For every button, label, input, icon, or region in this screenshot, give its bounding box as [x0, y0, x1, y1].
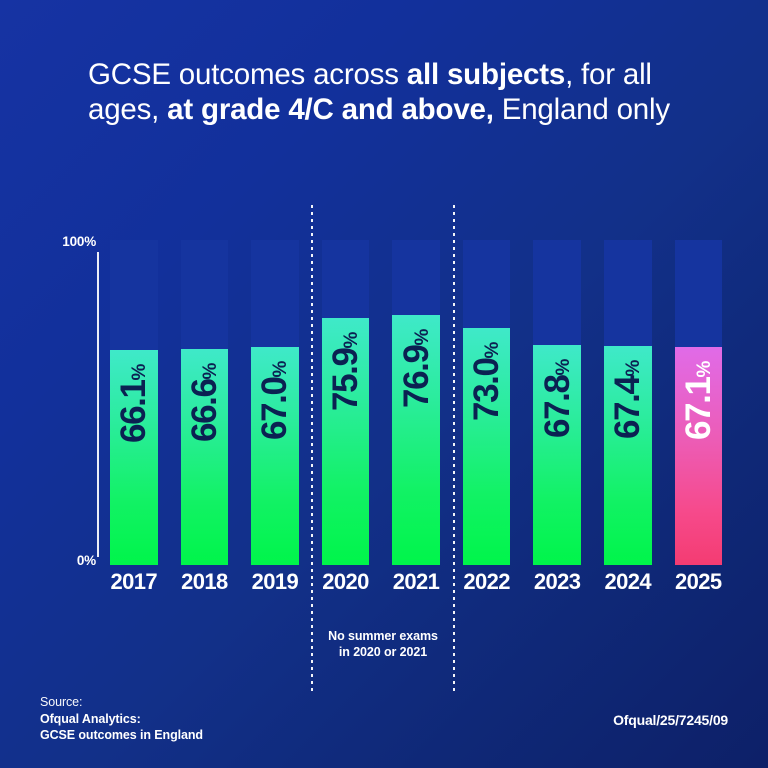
page-title-segment-0: GCSE outcomes across	[88, 58, 407, 91]
x-axis-year-2020: 2020	[322, 569, 369, 594]
bar-fill-2020[interactable]: 75.9%	[321, 318, 370, 565]
divider-line-right	[453, 205, 455, 692]
bar-value-number-2018: 66.6	[184, 379, 224, 442]
bar-column-2017[interactable]: 66.1%	[110, 240, 158, 565]
bar-value-percent-sign-2018: %	[199, 362, 221, 379]
bar-fill-2025[interactable]: 67.1%	[674, 346, 723, 565]
bar-value-label-2023: 67.8%	[537, 358, 577, 438]
bar-value-label-2025: 67.1%	[678, 360, 718, 440]
page-title-segment-2: , for all ages,	[88, 58, 652, 126]
y-axis-min-label: 0%	[76, 553, 96, 568]
bar-value-label-2019: 67.0%	[255, 361, 295, 441]
bar-value-label-2020: 75.9%	[325, 332, 365, 412]
page-title-segment-1: all subjects	[406, 58, 566, 91]
no-exams-annotation-line1: No summer exams	[328, 629, 438, 643]
page-title-segment-3: at grade 4/C and above,	[167, 93, 494, 126]
page-title: GCSE outcomes across all subjects, for a…	[88, 57, 688, 127]
bar-value-label-2024: 67.4%	[608, 359, 648, 439]
bar-column-2018[interactable]: 66.6%	[180, 240, 229, 565]
bar-value-number-2017: 66.1	[114, 380, 154, 444]
bar-fill-2023[interactable]: 67.8%	[533, 344, 581, 565]
y-axis-max-label: 100%	[62, 234, 96, 249]
bar-value-percent-sign-2019: %	[270, 361, 292, 378]
x-axis-year-2022: 2022	[463, 569, 510, 594]
bar-value-percent-sign-2023: %	[552, 358, 574, 376]
bar-fill-2024[interactable]: 67.4%	[603, 345, 652, 565]
bar-value-percent-sign-2020: %	[340, 332, 362, 349]
x-axis-year-labels: 2017 2018 2019 2020 2021 2022 2023 2024 2025	[110, 569, 723, 595]
y-axis-line	[97, 252, 99, 557]
bar-value-number-2025: 67.1	[678, 377, 718, 440]
x-axis-year-2019: 2019	[251, 569, 299, 594]
x-axis-year-2023: 2023	[533, 569, 581, 594]
bar-fill-2022[interactable]: 73.0%	[462, 327, 511, 565]
bar-value-label-2018: 66.6%	[184, 362, 224, 442]
bar-value-percent-sign-2025: %	[693, 360, 715, 378]
bar-fill-2019[interactable]: 67.0%	[251, 347, 299, 565]
bar-value-number-2023: 67.8	[537, 375, 577, 438]
bar-value-number-2021: 76.9	[396, 345, 436, 409]
bar-value-percent-sign-2017: %	[129, 364, 151, 381]
bar-column-2020[interactable]: 75.9%	[321, 240, 370, 565]
source-line-1: Ofqual Analytics:	[40, 711, 141, 726]
bar-column-2021[interactable]: 76.9%	[392, 240, 440, 565]
x-axis-year-2025: 2025	[675, 569, 722, 594]
page-title-segment-4: England only	[493, 93, 670, 126]
bar-value-percent-sign-2021: %	[411, 329, 433, 346]
bar-column-2025[interactable]: 67.1%	[674, 240, 723, 565]
divider-line-left	[311, 205, 313, 692]
bar-value-number-2020: 75.9	[325, 348, 365, 412]
bar-column-2023[interactable]: 67.8%	[533, 240, 581, 565]
source-line-2: GCSE outcomes in England	[40, 728, 203, 742]
bar-value-percent-sign-2024: %	[623, 359, 645, 377]
x-axis-year-2017: 2017	[110, 569, 158, 594]
bar-fill-2021[interactable]: 76.9%	[392, 315, 440, 565]
no-exams-annotation-line2: in 2020 or 2021	[338, 645, 428, 659]
bar-column-2022[interactable]: 73.0%	[462, 240, 511, 565]
bar-value-label-2017: 66.1%	[114, 364, 154, 444]
bar-value-number-2019: 67.0	[255, 377, 295, 441]
bar-column-2019[interactable]: 67.0%	[251, 240, 299, 565]
bar-fill-2018[interactable]: 66.6%	[180, 348, 229, 565]
bar-fill-2017[interactable]: 66.1%	[110, 350, 158, 565]
reference-code: Ofqual/25/7245/09	[613, 712, 728, 728]
bar-column-2024[interactable]: 67.4%	[603, 240, 652, 565]
bar-value-label-2022: 73.0%	[467, 341, 507, 421]
bar-chart-plot-area: 66.1% 66.6% 67.0% 75.9% 76.9% 73.0% 67.8% 67.4%…	[110, 240, 723, 565]
x-axis-year-2024: 2024	[604, 569, 651, 594]
source-label: Source:	[40, 695, 83, 709]
bar-value-label-2021: 76.9%	[396, 329, 436, 409]
no-exams-annotation: No summer exams in 2020 or 2021	[308, 628, 458, 660]
x-axis-year-2018: 2018	[181, 569, 228, 594]
source-credit: Source: Ofqual Analytics: GCSE outcomes …	[40, 694, 203, 744]
x-axis-year-2021: 2021	[392, 569, 440, 594]
bar-value-number-2022: 73.0	[467, 358, 507, 421]
bar-value-number-2024: 67.4	[608, 376, 648, 439]
bar-value-percent-sign-2022: %	[482, 341, 504, 359]
